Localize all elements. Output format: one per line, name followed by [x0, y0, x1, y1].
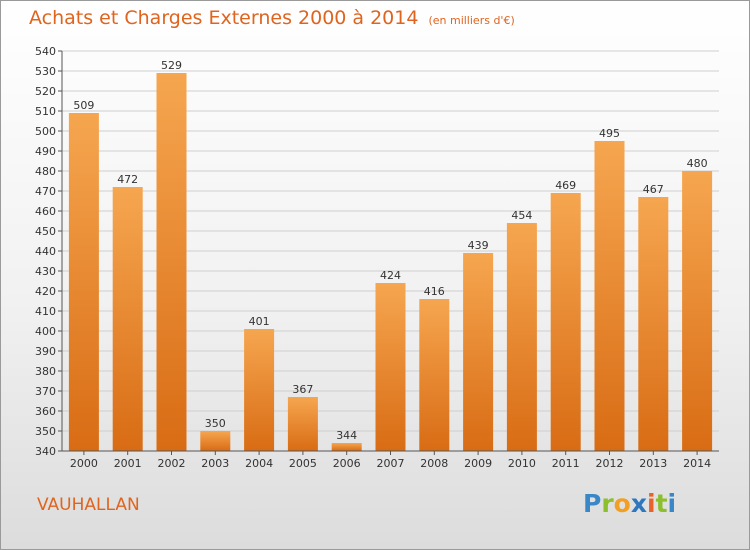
x-tick-label: 2014	[683, 457, 711, 470]
data-label-2006: 344	[336, 429, 357, 442]
logo-letter: o	[613, 489, 631, 518]
data-label-2013: 467	[643, 183, 664, 196]
y-tick-label: 430	[35, 265, 56, 278]
data-label-2002: 529	[161, 59, 182, 72]
x-tick-label: 2005	[289, 457, 317, 470]
bar-2001	[112, 187, 143, 451]
x-tick-label: 2006	[333, 457, 361, 470]
logo-letter: r	[601, 489, 614, 518]
bar-2008	[419, 299, 450, 451]
x-tick-label: 2008	[420, 457, 448, 470]
logo-letter: i	[667, 489, 677, 518]
y-tick-label: 340	[35, 445, 56, 458]
bar-2012	[594, 141, 625, 451]
chart-title-text: Achats et Charges Externes 2000 à 2014	[29, 7, 419, 29]
y-tick-label: 390	[35, 345, 56, 358]
x-tick-label: 2010	[508, 457, 536, 470]
bar-2009	[463, 253, 494, 451]
x-tick-label: 2007	[377, 457, 405, 470]
data-label-2009: 439	[468, 239, 489, 252]
x-tick-label: 2002	[158, 457, 186, 470]
chart-title: Achats et Charges Externes 2000 à 2014 (e…	[29, 7, 515, 29]
y-tick-label: 370	[35, 385, 56, 398]
x-tick-label: 2011	[552, 457, 580, 470]
data-label-2007: 424	[380, 269, 401, 282]
bar-2000	[68, 113, 99, 451]
x-tick-label: 2013	[639, 457, 667, 470]
y-tick-label: 360	[35, 405, 56, 418]
logo-letter: i	[647, 489, 656, 518]
y-tick-label: 460	[35, 205, 56, 218]
logo-letter: t	[655, 489, 668, 518]
bar-2011	[550, 193, 581, 451]
logo-letter: P	[583, 489, 602, 518]
data-label-2008: 416	[424, 285, 445, 298]
bar-2003	[200, 431, 231, 451]
y-tick-label: 540	[35, 45, 56, 58]
x-tick-label: 2012	[596, 457, 624, 470]
data-label-2003: 350	[205, 417, 226, 430]
y-tick-label: 420	[35, 285, 56, 298]
bar-2004	[244, 329, 275, 451]
data-label-2010: 454	[511, 209, 532, 222]
x-tick-label: 2001	[114, 457, 142, 470]
y-tick-label: 400	[35, 325, 56, 338]
data-label-2005: 367	[292, 383, 313, 396]
y-tick-label: 500	[35, 125, 56, 138]
y-tick-label: 520	[35, 85, 56, 98]
y-tick-label: 380	[35, 365, 56, 378]
y-tick-label: 450	[35, 225, 56, 238]
y-tick-label: 480	[35, 165, 56, 178]
y-tick-label: 510	[35, 105, 56, 118]
bar-2002	[156, 73, 187, 451]
y-tick-label: 350	[35, 425, 56, 438]
logo-letter: x	[630, 489, 647, 518]
data-label-2011: 469	[555, 179, 576, 192]
bar-2007	[375, 283, 406, 451]
data-label-2012: 495	[599, 127, 620, 140]
bar-2006	[331, 443, 362, 451]
x-tick-label: 2009	[464, 457, 492, 470]
bars: 509 472 529 350 401 367 344 424 416 439 454 469 495 4…	[68, 59, 713, 451]
y-tick-label: 470	[35, 185, 56, 198]
data-label-2001: 472	[117, 173, 138, 186]
y-tick-label: 490	[35, 145, 56, 158]
data-label-2014: 480	[687, 157, 708, 170]
bar-2013	[638, 197, 669, 451]
bar-2014	[682, 171, 713, 451]
x-tick-label: 2004	[245, 457, 273, 470]
bar-2010	[506, 223, 537, 451]
data-label-2000: 509	[73, 99, 94, 112]
chart-subtitle: (en milliers d'€)	[428, 14, 515, 27]
x-tick-label: 2000	[70, 457, 98, 470]
axes: 340 350 360 370 380 390 400 410 420 430 440 450 460 4…	[35, 45, 719, 470]
commune-name: VAUHALLAN	[37, 495, 140, 515]
bar-2005	[287, 397, 318, 451]
x-tick-label: 2003	[201, 457, 229, 470]
y-tick-label: 410	[35, 305, 56, 318]
proxiti-logo: Proxiti	[583, 489, 676, 518]
y-tick-label: 530	[35, 65, 56, 78]
data-label-2004: 401	[249, 315, 270, 328]
y-tick-label: 440	[35, 245, 56, 258]
